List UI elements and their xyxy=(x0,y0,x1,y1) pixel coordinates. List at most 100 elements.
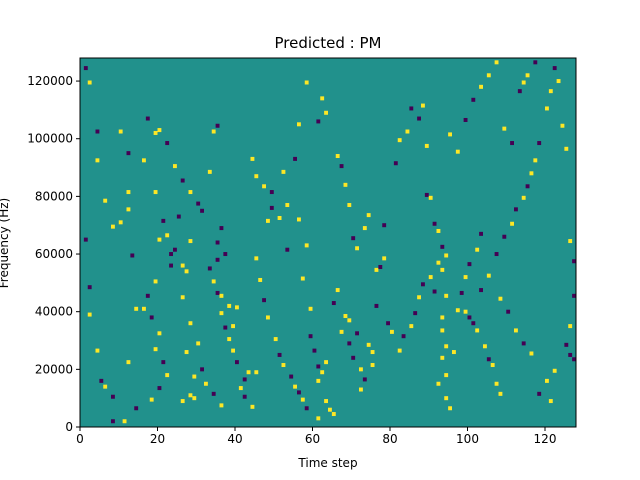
heatmap-cell xyxy=(471,321,476,326)
heatmap-cell xyxy=(211,279,216,284)
heatmap-cell xyxy=(130,253,135,258)
x-axis: 0 20 40 60 80 100 120 xyxy=(76,427,556,446)
y-tick-label: 100000 xyxy=(27,132,73,146)
heatmap-cell xyxy=(126,207,131,212)
heatmap-cell xyxy=(568,239,573,244)
heatmap-cell xyxy=(134,406,139,411)
heatmap-cell xyxy=(444,293,449,298)
heatmap-cell xyxy=(417,295,421,300)
heatmap-cell xyxy=(444,344,449,349)
heatmap-cell xyxy=(87,80,92,85)
heatmap-cell xyxy=(347,318,352,323)
heatmap-cell xyxy=(157,331,162,336)
heatmap-cell xyxy=(502,234,507,239)
heatmap-cell xyxy=(568,324,573,329)
heatmap-cell xyxy=(285,247,290,252)
heatmap-cell xyxy=(223,252,228,257)
heatmap-cell xyxy=(479,84,483,89)
heatmap-cell xyxy=(324,110,328,115)
heatmap-cell xyxy=(463,275,468,280)
heatmap-cell xyxy=(370,363,375,368)
heatmap-cell xyxy=(552,66,557,71)
heatmap-cell xyxy=(165,141,170,146)
heatmap-cell xyxy=(428,195,433,200)
heatmap-cell xyxy=(165,233,170,238)
heatmap-cell xyxy=(169,252,173,257)
heatmap-cell xyxy=(176,214,181,219)
heatmap-cell xyxy=(196,201,201,206)
heatmap-cell xyxy=(142,158,146,163)
heatmap-cell xyxy=(297,122,301,127)
heatmap-cell xyxy=(266,315,270,320)
heatmap-cell xyxy=(142,306,146,311)
heatmap-cell xyxy=(320,370,325,375)
heatmap-cell xyxy=(440,328,445,333)
heatmap-cell xyxy=(401,334,406,339)
heatmap-cell xyxy=(494,381,499,386)
heatmap-cell xyxy=(211,129,216,134)
heatmap-cell xyxy=(219,293,224,298)
heatmap-cell xyxy=(161,218,166,223)
heatmap-cell xyxy=(192,396,197,401)
heatmap-cell xyxy=(231,324,235,329)
heatmap-cell xyxy=(227,337,232,342)
heatmap-cell xyxy=(215,123,220,128)
heatmap-cell xyxy=(494,252,499,257)
heatmap-cell xyxy=(560,123,565,128)
heatmap-cell xyxy=(169,263,173,268)
heatmap-cell xyxy=(417,116,421,121)
heatmap-cell xyxy=(118,220,123,225)
heatmap-cell xyxy=(390,329,394,334)
heatmap-cell xyxy=(331,412,336,417)
heatmap-cell xyxy=(153,130,158,135)
y-tick-label: 120000 xyxy=(27,74,73,88)
heatmap-cell xyxy=(479,231,483,236)
heatmap-cell xyxy=(572,259,576,264)
heatmap-cell xyxy=(254,174,259,179)
heatmap-cell xyxy=(285,203,290,208)
heatmap-cell xyxy=(111,419,115,424)
heatmap-cell xyxy=(335,154,340,159)
heatmap-cell xyxy=(126,360,131,365)
heatmap-cell xyxy=(428,275,433,280)
heatmap-cell xyxy=(351,236,356,241)
heatmap-cell xyxy=(339,164,344,169)
heatmap-cell xyxy=(475,328,480,333)
heatmap-cell xyxy=(145,116,150,121)
heatmap-cell xyxy=(242,377,247,382)
heatmap-cell xyxy=(262,184,266,189)
heatmap-cell xyxy=(180,399,185,404)
y-tick-label: 20000 xyxy=(35,362,73,376)
heatmap-cell xyxy=(188,393,193,398)
heatmap-cell xyxy=(196,341,201,346)
heatmap-cell xyxy=(83,66,88,71)
heatmap-cell xyxy=(122,419,127,424)
heatmap-cell xyxy=(545,106,549,111)
heatmap-cell xyxy=(413,311,418,316)
heatmap-cell xyxy=(343,314,348,319)
heatmap-cell xyxy=(223,325,228,330)
heatmap-cell xyxy=(564,342,569,347)
heatmap-cell xyxy=(219,403,224,408)
heatmap-cell xyxy=(436,260,441,265)
heatmap-cell xyxy=(486,273,491,278)
heatmap-cell xyxy=(173,164,177,169)
heatmap-cell xyxy=(459,290,464,295)
heatmap-cell xyxy=(545,378,549,383)
heatmap-cell xyxy=(95,158,100,163)
heatmap-cell xyxy=(479,288,483,293)
heatmap-cell xyxy=(324,399,328,404)
heatmap-cell xyxy=(300,276,305,281)
heatmap-cell xyxy=(548,399,553,404)
heatmap-cell xyxy=(432,289,437,294)
heatmap-cell xyxy=(424,143,429,148)
heatmap-cell xyxy=(111,224,115,229)
heatmap-cell xyxy=(409,106,414,111)
heatmap-cell xyxy=(486,73,491,78)
heatmap-cell xyxy=(397,348,402,353)
heatmap-cell xyxy=(424,192,429,197)
heatmap-cell xyxy=(308,334,313,339)
heatmap-cell xyxy=(517,89,522,94)
heatmap-cell xyxy=(405,129,410,134)
heatmap-cell xyxy=(103,384,108,389)
